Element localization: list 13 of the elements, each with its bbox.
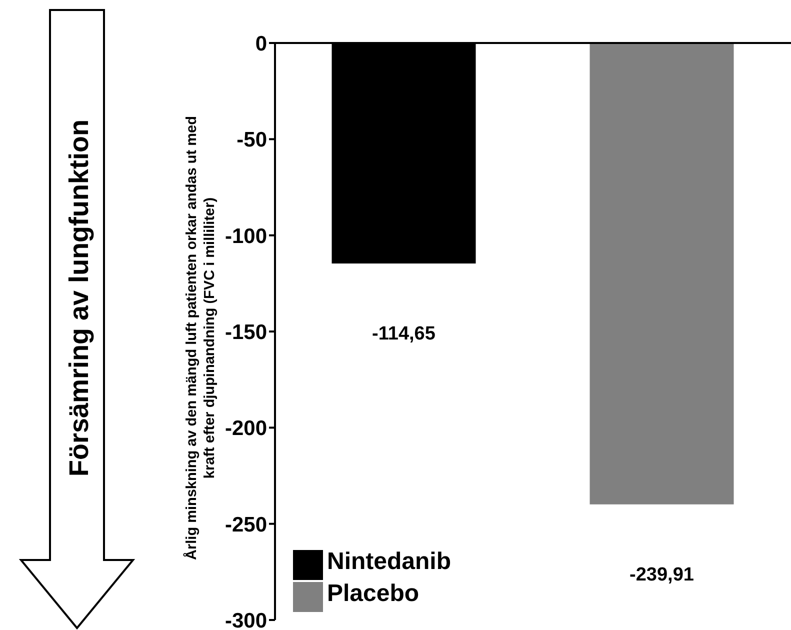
y-tick-label: -300	[224, 609, 267, 630]
y-tick-label: -200	[224, 417, 267, 440]
y-tick-label: -50	[236, 128, 267, 152]
y-axis-title: Årlig minskning av den mängd luft patienten orkar andas ut med kraft efter djupinandning (FVC i milliliter)	[183, 116, 218, 560]
legend-label: Nintedanib	[327, 548, 451, 575]
data-label: -239,91	[630, 564, 694, 586]
data-label: -114,65	[372, 324, 436, 345]
text: Försämring av lungfunktion	[64, 119, 94, 477]
y-tick-label: -100	[224, 224, 267, 248]
y-tick-label: -250	[224, 513, 267, 536]
y-tick-label: 0	[255, 32, 267, 56]
legend-label: Placebo	[327, 580, 420, 607]
y-tick-label: -150	[224, 320, 267, 344]
